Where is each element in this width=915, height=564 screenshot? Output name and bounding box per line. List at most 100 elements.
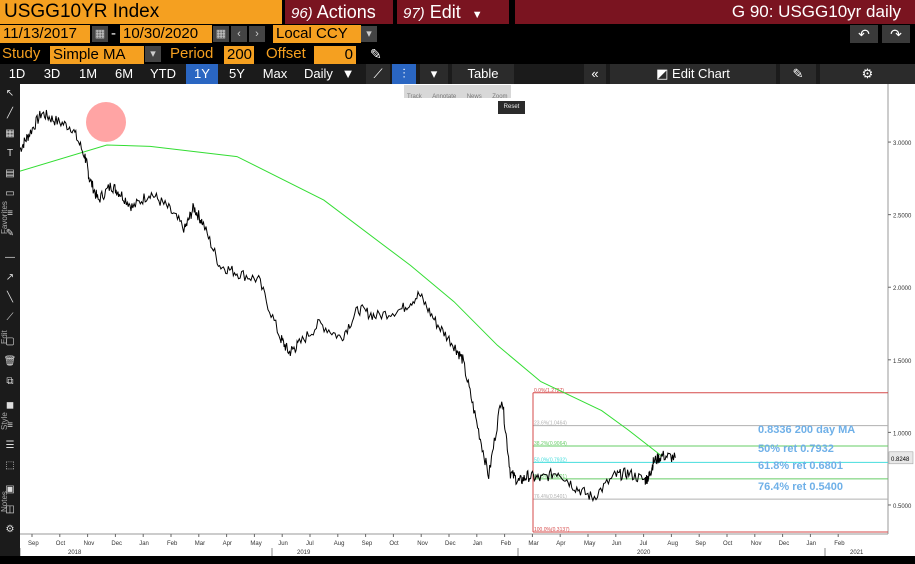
grid-icon[interactable]: ▦: [5, 128, 15, 139]
gear-icon[interactable]: ⚙: [820, 64, 915, 84]
x-tick-label: Dec: [445, 541, 456, 547]
line-tool-icon[interactable]: ╱: [6, 108, 14, 119]
x-tick-label: Aug: [334, 541, 345, 547]
x-tick-label: May: [250, 541, 261, 547]
x-tick-label: Nov: [84, 541, 95, 547]
undo-icon[interactable]: ↶: [850, 25, 878, 43]
trendline-icon[interactable]: ╲: [6, 292, 14, 303]
x-tick-label: Jul: [640, 541, 648, 547]
collapse-icon[interactable]: «: [584, 64, 606, 84]
period-6m-button[interactable]: 6M: [114, 66, 134, 81]
period-1d-button[interactable]: 1D: [8, 66, 26, 81]
frequency-select[interactable]: Daily: [298, 64, 346, 84]
line-chart-icon[interactable]: ⟋: [366, 64, 390, 84]
line-style-icon[interactable]: ≡: [7, 420, 13, 431]
news-button[interactable]: News: [466, 94, 482, 100]
color-icon[interactable]: ◼: [5, 400, 15, 411]
y-tick-label: 0.5000: [893, 504, 912, 510]
channel-icon[interactable]: ▤: [5, 168, 15, 179]
start-date-field[interactable]: 11/13/2017: [0, 25, 90, 43]
chevron-left-icon[interactable]: ‹: [231, 26, 247, 42]
calendar-icon[interactable]: ▦: [92, 26, 108, 42]
notes-label: Notes: [0, 491, 9, 512]
chevron-down-icon[interactable]: ▾: [420, 64, 448, 84]
edit-number: 97): [403, 5, 425, 22]
x-tick-label: Mar: [195, 541, 205, 547]
line-weight-icon[interactable]: ☰: [5, 440, 15, 451]
pencil-icon[interactable]: ✎: [5, 228, 15, 239]
study-select[interactable]: Simple MA: [50, 46, 144, 64]
price-chart[interactable]: 3.0000 2.5000 2.0000 1.5000 1.0000 0.5000 Sep O…: [19, 84, 915, 556]
price-series-line: [19, 109, 676, 503]
x-tick-label: Jan: [473, 541, 483, 547]
horizontal-line-icon[interactable]: —: [5, 252, 15, 263]
period-1m-button[interactable]: 1M: [78, 66, 98, 81]
x-tick-label: Oct: [389, 541, 399, 547]
copy-icon[interactable]: ⧉: [6, 376, 14, 387]
cursor-icon[interactable]: ↖: [5, 88, 15, 99]
x-tick-label: Jun: [278, 541, 288, 547]
x-tick-label: Sep: [695, 541, 706, 547]
y-tick-label: 2.5000: [893, 214, 912, 220]
annotate-button[interactable]: Annotate: [432, 94, 457, 100]
fibonacci-icon[interactable]: ≡: [7, 208, 13, 219]
chart-annotation: 0.8336 200 day MA: [758, 424, 855, 436]
year-label: 2019: [297, 550, 311, 556]
rectangle-icon[interactable]: ▭: [5, 188, 15, 199]
x-tick-label: Jan: [806, 541, 816, 547]
redo-icon[interactable]: ↷: [882, 25, 910, 43]
period-field[interactable]: 200: [224, 46, 254, 64]
x-tick-label: Apr: [223, 541, 232, 547]
chevron-down-icon[interactable]: ▾: [361, 26, 377, 42]
x-tick-label: Sep: [28, 541, 39, 547]
date-range-bar: 11/13/2017 ▦ - 10/30/2020 ▦ ‹ › Local CC…: [0, 24, 915, 44]
study-label: Study: [2, 45, 41, 62]
lock-icon[interactable]: ⬚: [5, 460, 15, 471]
trash-icon[interactable]: 🗑: [3, 356, 17, 367]
x-tick-label: May: [584, 541, 595, 547]
period-5y-button[interactable]: 5Y: [229, 66, 245, 81]
y-tick-label: 3.0000: [893, 141, 912, 147]
fib-level-label: 23.6%(1.0464): [534, 421, 567, 427]
period-ytd-button[interactable]: YTD: [150, 66, 176, 81]
x-tick-label: Jul: [306, 541, 314, 547]
table-button[interactable]: Table: [452, 64, 514, 84]
y-tick-label: 1.5000: [893, 359, 912, 365]
offset-field[interactable]: 0: [314, 46, 356, 64]
pencil-icon[interactable]: ✎: [370, 46, 382, 62]
title-bar: USGG10YR Index 96) Actions ▼ 97) Edit ▼ …: [0, 0, 915, 47]
edit-menu[interactable]: 97) Edit ▼: [397, 0, 509, 24]
chart-annotation: 76.4% ret 0.5400: [758, 481, 843, 493]
ray-icon[interactable]: ⟋: [6, 312, 14, 323]
chevron-down-icon[interactable]: ▾: [145, 46, 161, 62]
track-button[interactable]: Track: [407, 94, 422, 100]
x-tick-label: Oct: [56, 541, 66, 547]
edit-chart-button[interactable]: ◩ Edit Chart: [610, 64, 776, 84]
annotate-icon[interactable]: ✎: [780, 64, 816, 84]
actions-menu[interactable]: 96) Actions ▼: [285, 0, 393, 47]
period-3d-button[interactable]: 3D: [43, 66, 61, 81]
bar-chart-icon[interactable]: ⫶: [392, 64, 416, 84]
chevron-right-icon[interactable]: ›: [249, 26, 265, 42]
edit-chart-label: Edit Chart: [672, 66, 730, 81]
chevron-down-icon[interactable]: ▼: [341, 66, 355, 81]
ticker-field[interactable]: USGG10YR Index: [0, 0, 282, 24]
arrow-icon[interactable]: ↗: [5, 272, 15, 283]
reset-button[interactable]: Reset: [498, 101, 525, 114]
mini-toolbar: Track Annotate News Zoom: [404, 85, 511, 100]
settings-icon[interactable]: ⚙: [5, 524, 15, 535]
period-1y-button[interactable]: 1Y: [186, 64, 218, 84]
text-tool-icon[interactable]: T: [6, 148, 14, 159]
end-date-field[interactable]: 10/30/2020: [120, 25, 212, 43]
year-label: 2021: [850, 550, 864, 556]
note-icon[interactable]: ▣: [5, 484, 15, 495]
chart-area[interactable]: 3.0000 2.5000 2.0000 1.5000 1.0000 0.5000 Sep O…: [19, 84, 915, 556]
highlight-circle: [86, 102, 126, 142]
year-label: 2018: [68, 550, 82, 556]
box-icon[interactable]: ▢: [5, 336, 15, 347]
period-max-button[interactable]: Max: [262, 66, 288, 81]
comment-icon[interactable]: ◫: [5, 504, 15, 515]
currency-select[interactable]: Local CCY: [273, 25, 361, 43]
calendar-icon[interactable]: ▦: [213, 26, 229, 42]
zoom-button[interactable]: Zoom: [492, 94, 508, 100]
